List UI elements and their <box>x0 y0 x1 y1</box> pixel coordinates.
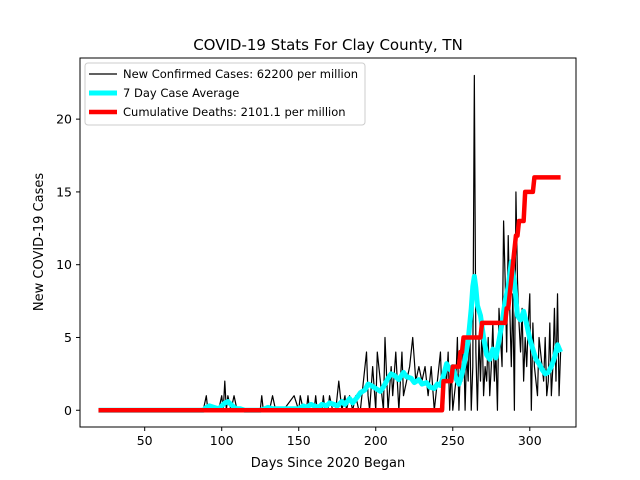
legend-label-cumulative-deaths: Cumulative Deaths: 2101.1 per million <box>123 105 346 119</box>
x-tick-label: 250 <box>441 433 465 448</box>
x-axis-title: Days Since 2020 Began <box>251 456 406 471</box>
series-line-1-7-day-case-average <box>98 259 563 413</box>
ticks-layer: 50 100 150 200 250 300 0 5 10 15 20 <box>56 112 542 448</box>
legend-box <box>84 62 366 126</box>
y-tick-label: 5 <box>64 330 72 345</box>
legend-label-new-cases: New Confirmed Cases: 62200 per million <box>123 67 358 81</box>
x-tick-label: 300 <box>518 433 542 448</box>
x-tick-label: 100 <box>210 433 234 448</box>
chart-title: COVID-19 Stats For Clay County, TN <box>193 36 463 54</box>
x-tick-label: 200 <box>364 433 388 448</box>
series-line-0-new-confirmed-cases-62200-per- <box>98 74 562 411</box>
x-tick-label: 150 <box>287 433 311 448</box>
y-axis-title: New COVID-19 Cases <box>32 173 47 311</box>
y-tick-label: 20 <box>56 112 72 127</box>
y-tick-label: 10 <box>56 257 72 272</box>
y-tick-label: 0 <box>64 403 72 418</box>
x-tick-label: 50 <box>137 433 153 448</box>
plot-frame <box>79 57 577 428</box>
legend-label-7-day-average: 7 Day Case Average <box>123 86 239 100</box>
legend: New Confirmed Cases: 62200 per million 7… <box>84 62 366 126</box>
series-layer <box>98 74 563 413</box>
series-line-2-cumulative-deaths-2101-1-per-m <box>98 175 561 413</box>
y-tick-label: 15 <box>56 184 72 199</box>
